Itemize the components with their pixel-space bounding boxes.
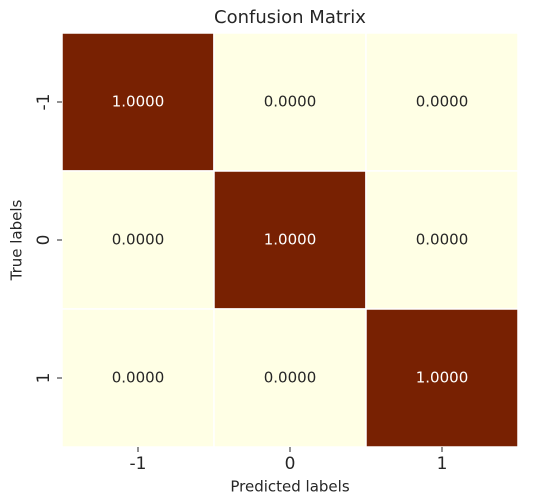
cell-label: 0.0000 (416, 93, 469, 111)
y-tick-label: 0 (34, 235, 54, 246)
heatmap-cell (61, 170, 215, 310)
y-tick-label: 1 (34, 373, 54, 384)
x-tick-label: -1 (130, 454, 147, 474)
chart-title: Confusion Matrix (214, 7, 366, 28)
heatmap-cell (213, 32, 367, 172)
y-tick-label: -1 (34, 94, 54, 111)
heatmap-cell (61, 32, 215, 172)
heatmap-cell (365, 32, 519, 172)
heatmap-cell (213, 308, 367, 448)
cell-label: 0.0000 (264, 93, 317, 111)
cell-label: 0.0000 (264, 369, 317, 387)
cell-label: 1.0000 (112, 93, 165, 111)
x-tick-label: 0 (285, 454, 296, 474)
cell-label: 0.0000 (112, 369, 165, 387)
x-tick-label: 1 (437, 454, 448, 474)
cell-label: 1.0000 (416, 369, 469, 387)
cell-label: 0.0000 (416, 231, 469, 249)
heatmap-cell (213, 170, 367, 310)
y-axis-label: True labels (8, 199, 26, 281)
cell-label: 0.0000 (112, 231, 165, 249)
heatmap-cell (365, 170, 519, 310)
cell-label: 1.0000 (264, 231, 317, 249)
x-axis-label: Predicted labels (230, 478, 349, 496)
